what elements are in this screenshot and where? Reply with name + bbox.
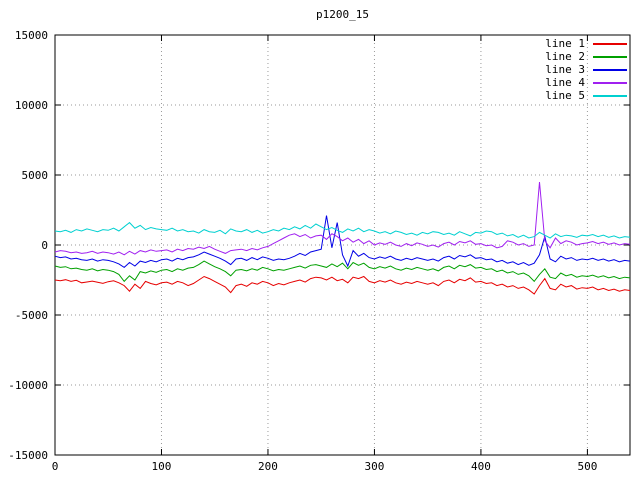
legend-label: line 4 [545, 76, 585, 89]
y-tick-label: -5000 [15, 309, 48, 322]
legend-label: line 5 [545, 89, 585, 102]
x-tick-label: 0 [52, 460, 59, 473]
chart-title: p1200_15 [316, 8, 369, 21]
legend-label: line 3 [545, 63, 585, 76]
legend: line 1 line 2 line 3 line 4 line 5 [545, 37, 627, 102]
legend-label: line 1 [545, 37, 585, 50]
y-tick-label: -10000 [8, 379, 48, 392]
legend-item: line 4 [545, 76, 627, 89]
series-line-1 [54, 275, 631, 295]
legend-item: line 1 [545, 37, 627, 50]
y-tick-label: 0 [41, 239, 48, 252]
legend-label: line 2 [545, 50, 585, 63]
series-line-4 [54, 181, 631, 256]
x-tick-label: 300 [365, 460, 385, 473]
legend-item: line 3 [545, 63, 627, 76]
legend-line-sample [593, 55, 627, 58]
x-tick-label: 200 [258, 460, 278, 473]
legend-line-sample [593, 94, 627, 97]
legend-line-sample [593, 68, 627, 71]
y-tick-label: -15000 [8, 449, 48, 462]
x-tick-label: 500 [577, 460, 597, 473]
legend-line-sample [593, 42, 627, 45]
y-tick-label: 5000 [22, 169, 49, 182]
x-tick-label: 100 [152, 460, 172, 473]
legend-item: line 5 [545, 89, 627, 102]
x-tick-label: 400 [471, 460, 491, 473]
legend-line-sample [593, 81, 627, 84]
series-line-5 [54, 221, 631, 239]
y-tick-label: 15000 [15, 29, 48, 42]
series-line-3 [54, 215, 631, 269]
y-tick-label: 10000 [15, 99, 48, 112]
legend-item: line 2 [545, 50, 627, 63]
series-line-2 [54, 260, 631, 283]
